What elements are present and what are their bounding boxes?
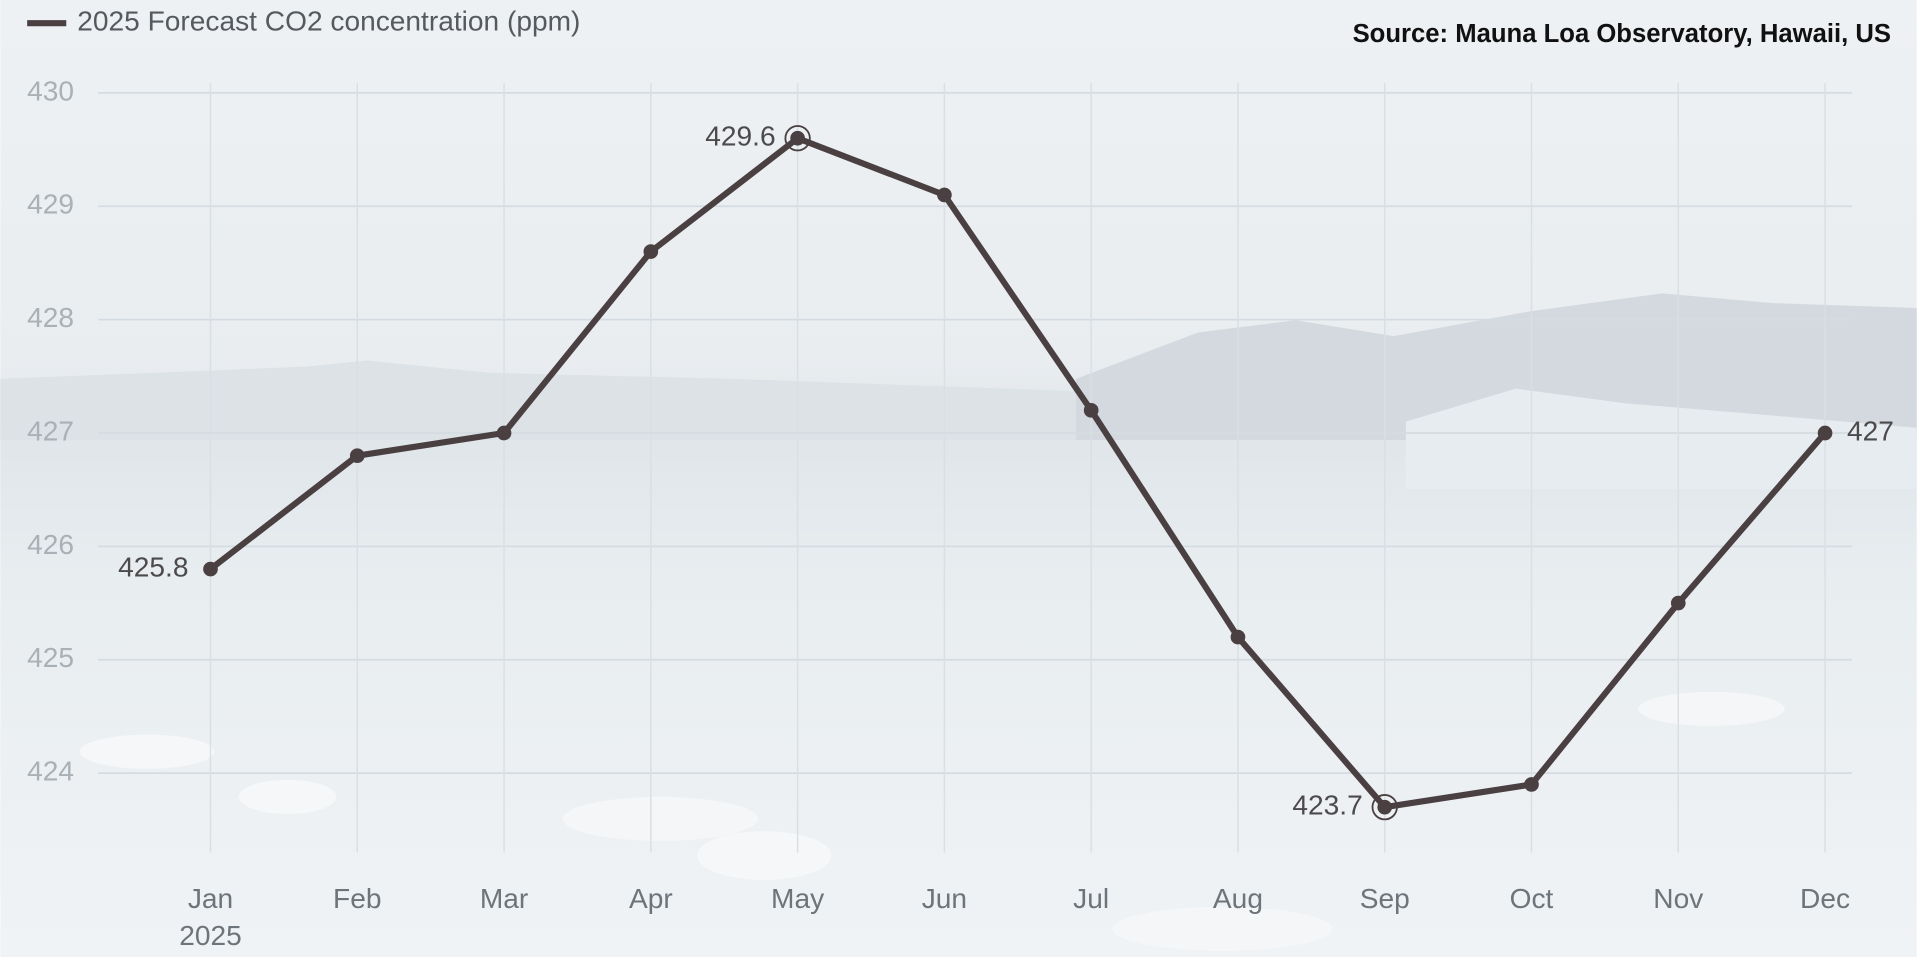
point <box>1083 403 1099 418</box>
x-tick-label: Jun <box>922 883 967 914</box>
y-tick-label: 425 <box>27 642 74 673</box>
point <box>643 244 659 259</box>
x-tick-label: Jul <box>1073 883 1109 914</box>
x-tick-sublabel: 2025 <box>179 920 242 951</box>
y-tick-label: 424 <box>27 756 74 787</box>
x-tick-label: Sep <box>1360 883 1410 914</box>
point <box>203 561 218 577</box>
x-tick-label: Aug <box>1213 883 1263 914</box>
legend-label: 2025 Forecast CO2 concentration (ppm) <box>77 6 580 37</box>
y-tick-label: 428 <box>27 302 74 333</box>
legend: 2025 Forecast CO2 concentration (ppm) <box>27 6 580 37</box>
y-tick-label: 426 <box>27 529 74 560</box>
series-line <box>208 135 1828 811</box>
x-tick-label: Mar <box>480 883 528 914</box>
point <box>790 130 805 146</box>
x-tick-label: Dec <box>1800 883 1850 914</box>
x-tick-label: Feb <box>333 883 381 914</box>
point <box>349 448 365 464</box>
x-tick-label: Apr <box>629 883 673 914</box>
point <box>1670 595 1686 611</box>
value-label: 427 <box>1847 415 1894 446</box>
value-label: 429.6 <box>705 121 775 152</box>
y-tick-label: 429 <box>27 189 74 220</box>
y-tick-label: 430 <box>27 75 74 106</box>
x-tick-label: May <box>771 883 824 914</box>
source: Source: Mauna Loa Observatory, Hawaii, U… <box>1353 20 1891 48</box>
highlight-ring <box>784 125 811 152</box>
axes: 424 425 426 427 428 429 430 Jan Feb Mar Apr May Jun J… <box>27 75 1894 951</box>
x-tick-label: Nov <box>1653 883 1703 914</box>
y-tick-label: 427 <box>27 415 74 446</box>
point <box>937 187 952 203</box>
point <box>1817 425 1833 441</box>
point <box>1377 799 1393 815</box>
value-label: 423.7 <box>1292 790 1362 821</box>
highlight-ring <box>1371 794 1398 821</box>
value-label: 425.8 <box>118 551 188 582</box>
point <box>1230 629 1246 645</box>
x-tick-label: Oct <box>1510 883 1554 914</box>
point <box>1524 777 1539 792</box>
point <box>496 425 512 441</box>
x-tick-label: Jan <box>188 883 233 914</box>
